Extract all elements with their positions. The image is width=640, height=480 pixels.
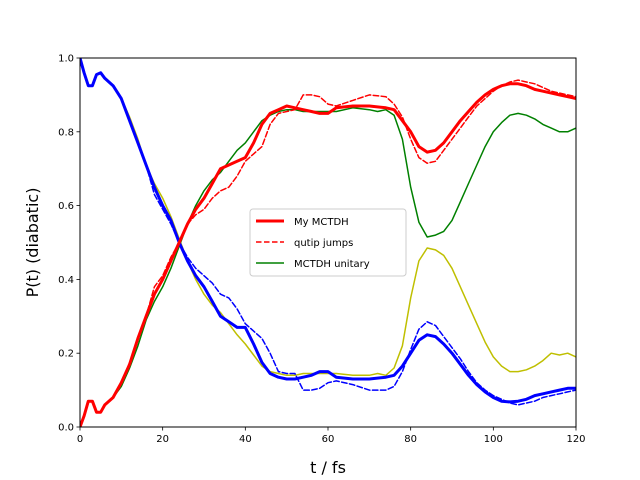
- x-axis-label: t / fs: [310, 458, 346, 477]
- series-line-3: [80, 58, 576, 404]
- x-tick-label: 0: [77, 434, 83, 445]
- ticks-layer: 0 20 40 60 80 100 120 0.0 0.2 0.4 0.6 0.8 1.0: [58, 54, 585, 446]
- y-tick-label: 0.0: [58, 423, 74, 434]
- y-tick-label: 0.8: [58, 127, 74, 138]
- x-tick-label: 120: [566, 434, 585, 445]
- x-tick-label: 100: [484, 434, 503, 445]
- legend-box: [249, 208, 407, 277]
- legend-label: My MCTDH: [294, 217, 349, 228]
- x-tick-label: 60: [322, 434, 335, 445]
- legend: My MCTDH qutip jumps MCTDH unitary: [249, 208, 407, 277]
- series-line-0: [80, 82, 576, 427]
- legend-label: MCTDH unitary: [294, 259, 370, 270]
- x-tick-label: 20: [156, 434, 169, 445]
- series-layer: [80, 58, 576, 427]
- y-tick-label: 1.0: [58, 54, 74, 65]
- legend-label: qutip jumps: [294, 238, 353, 249]
- x-tick-label: 80: [404, 434, 417, 445]
- y-axis-label: P(t) (diabatic): [23, 188, 42, 298]
- x-tick-label: 40: [239, 434, 252, 445]
- y-tick-label: 0.6: [58, 201, 74, 212]
- y-tick-label: 0.2: [58, 349, 74, 360]
- y-tick-label: 0.4: [58, 275, 74, 286]
